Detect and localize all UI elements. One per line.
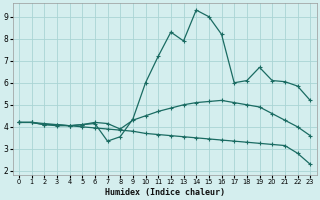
X-axis label: Humidex (Indice chaleur): Humidex (Indice chaleur) (105, 188, 225, 197)
